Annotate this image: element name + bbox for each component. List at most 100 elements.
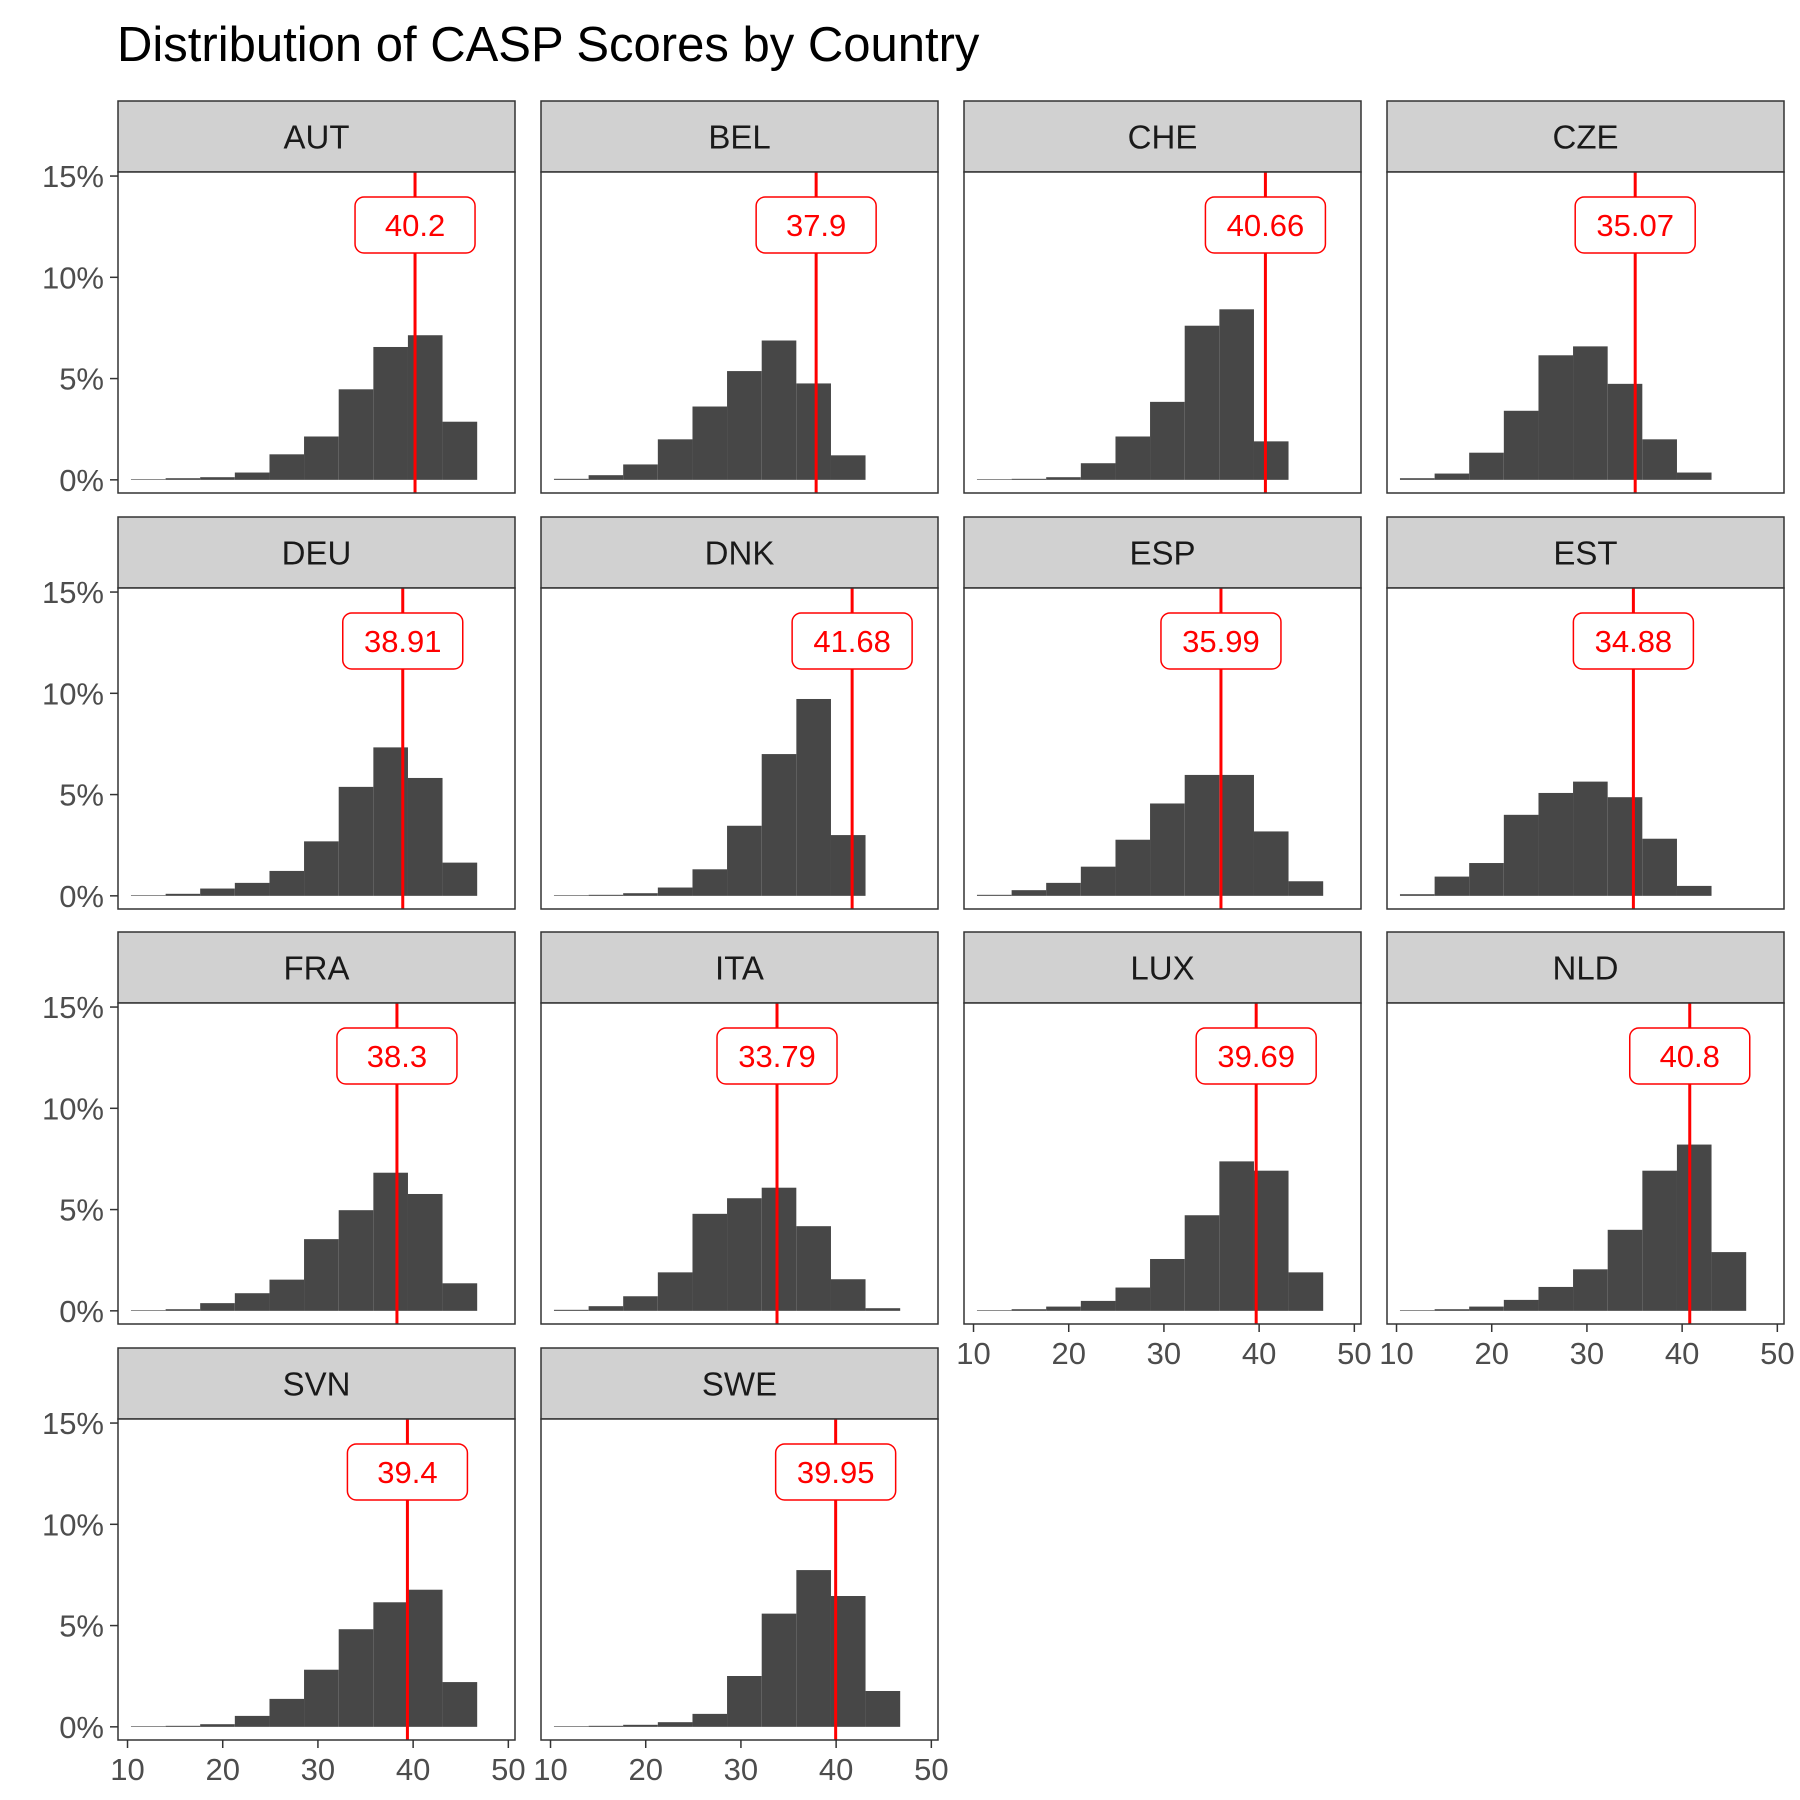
- histogram-bar: [304, 436, 339, 480]
- histogram-bar: [165, 478, 201, 480]
- x-tick-label: 20: [1474, 1336, 1508, 1371]
- histogram-bar: [338, 1629, 374, 1727]
- facet-strip-label: CZE: [1553, 119, 1619, 156]
- facet-strip-label: LUX: [1130, 950, 1194, 987]
- facet-panel-swe: SWE 39.95 10 20 30 40 50: [533, 1347, 949, 1787]
- histogram-bar: [338, 786, 374, 896]
- histogram-bar: [1538, 1286, 1574, 1311]
- histogram-bar: [727, 371, 762, 480]
- histogram-bar: [1676, 472, 1712, 480]
- histogram-bar: [1150, 1258, 1185, 1311]
- histogram-bar: [692, 869, 728, 896]
- histogram-bar: [657, 887, 693, 896]
- facet-strip: [117, 931, 516, 1004]
- histogram-bar: [1573, 1269, 1608, 1311]
- histogram-bar: [1469, 863, 1504, 896]
- facet-strip: [963, 516, 1362, 589]
- histogram-bars: [976, 774, 1324, 896]
- facet-strip-label: SVN: [283, 1366, 351, 1403]
- histogram-bar: [1434, 473, 1470, 480]
- histogram-bar: [234, 882, 270, 896]
- x-tick-label: 50: [1760, 1336, 1794, 1371]
- facet-strip-label: ESP: [1129, 535, 1195, 572]
- histogram-bar: [1219, 1161, 1254, 1311]
- facet-border: [117, 1002, 516, 1325]
- facet-strip-label: SWE: [702, 1366, 777, 1403]
- histogram-bar: [976, 894, 1012, 896]
- histogram-bar: [130, 1310, 166, 1311]
- facet-strip: [963, 100, 1362, 173]
- mean-label: 37.9: [786, 208, 846, 243]
- facet-border: [540, 1418, 939, 1741]
- histogram-bars: [976, 309, 1289, 480]
- histogram-bar: [623, 893, 658, 896]
- histogram-bar: [1080, 866, 1116, 896]
- histogram-bar: [623, 1296, 658, 1311]
- histogram-bar: [1115, 436, 1151, 480]
- facet-panel-est: EST 34.88: [1386, 516, 1785, 910]
- histogram-bar: [269, 454, 305, 480]
- histogram-bar: [1011, 478, 1047, 480]
- facet-strip: [540, 100, 939, 173]
- histogram-bar: [1184, 1215, 1220, 1311]
- histogram-bar: [692, 1213, 728, 1311]
- histogram-bar: [1399, 1310, 1435, 1311]
- x-axis: 10 20 30 40 50: [110, 1740, 526, 1787]
- histogram-bar: [200, 477, 235, 480]
- mean-label: 38.91: [364, 624, 442, 659]
- histogram-bar: [442, 1682, 478, 1727]
- histogram-bar: [1219, 774, 1254, 896]
- x-tick-label: 50: [914, 1752, 948, 1787]
- x-tick-label: 30: [724, 1752, 758, 1787]
- x-tick-label: 50: [1337, 1336, 1371, 1371]
- facet-strip: [1386, 931, 1785, 1004]
- histogram-bars: [130, 1172, 478, 1311]
- mean-label: 40.2: [385, 208, 445, 243]
- x-tick-label: 30: [1570, 1336, 1604, 1371]
- histogram-bar: [407, 1193, 443, 1311]
- y-tick-label: 10%: [42, 676, 104, 711]
- histogram-bar: [1150, 803, 1185, 896]
- histogram-bar: [657, 1722, 693, 1727]
- histogram-bar: [338, 1210, 374, 1311]
- mean-label-box: [1160, 612, 1282, 670]
- y-tick-label: 10%: [42, 1091, 104, 1126]
- x-axis: 10 20 30 40 50: [956, 1324, 1372, 1371]
- y-tick-label: 5%: [59, 1193, 104, 1228]
- facet-panel-dnk: DNK 41.68: [540, 516, 939, 910]
- histogram-bar: [373, 346, 408, 480]
- histogram-bar: [692, 406, 728, 480]
- histogram-bar: [1503, 1299, 1539, 1311]
- histogram-bar: [830, 835, 866, 896]
- histogram-bar: [727, 825, 762, 896]
- x-tick-label: 10: [533, 1752, 567, 1787]
- x-axis: 10 20 30 40 50: [533, 1740, 949, 1787]
- histogram-bar: [1253, 441, 1289, 480]
- mean-label: 35.07: [1596, 208, 1674, 243]
- histogram-bar: [692, 1713, 728, 1727]
- histogram-bar: [553, 1726, 589, 1727]
- histogram-bar: [1184, 774, 1220, 896]
- facet-strip-label: ITA: [715, 950, 764, 987]
- facet-panel-lux: LUX 39.69 10 20 30 40 50: [956, 931, 1372, 1371]
- histogram-bar: [1503, 410, 1539, 480]
- histogram-bar: [200, 1303, 235, 1311]
- histogram-bar: [130, 479, 166, 480]
- histogram-bars: [130, 747, 478, 896]
- histogram-bar: [761, 1187, 797, 1311]
- histogram-bar: [1434, 876, 1470, 896]
- x-axis: 10 20 30 40 50: [1379, 1324, 1795, 1371]
- histogram-bar: [130, 895, 166, 896]
- histogram-bar: [269, 1279, 305, 1311]
- y-tick-label: 10%: [42, 1507, 104, 1542]
- facet-border: [963, 587, 1362, 910]
- histogram-bar: [1711, 1252, 1747, 1311]
- x-tick-label: 20: [205, 1752, 239, 1787]
- histogram-bar: [727, 1676, 762, 1727]
- mean-label: 38.3: [367, 1039, 427, 1074]
- facet-panel-cze: CZE 35.07: [1386, 100, 1785, 494]
- histogram-bar: [796, 1570, 831, 1727]
- mean-label-box: [346, 1443, 469, 1501]
- facet-strip: [117, 1347, 516, 1420]
